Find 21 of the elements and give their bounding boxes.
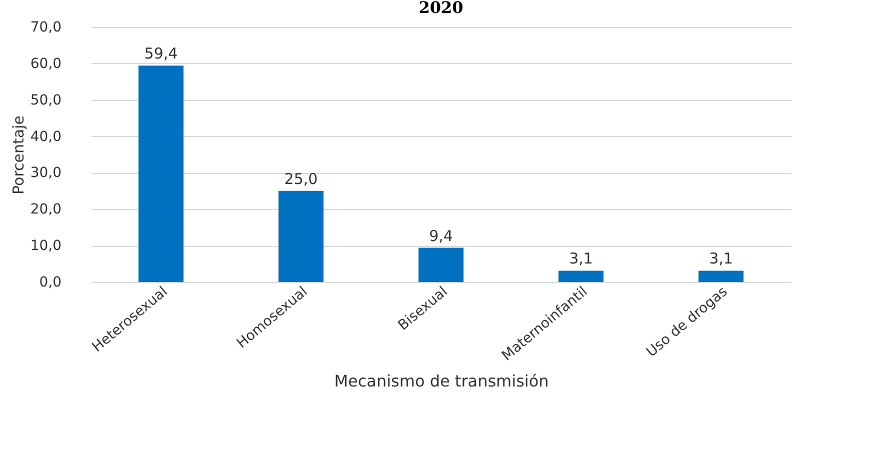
y-tick-label: 10,0 <box>30 238 62 254</box>
y-tick-label: 20,0 <box>30 202 62 218</box>
bar <box>418 248 464 282</box>
data-label: 3,1 <box>709 250 733 268</box>
data-label: 9,4 <box>429 226 453 245</box>
chart-title: 2020 <box>418 0 464 17</box>
data-label: 59,4 <box>144 44 178 63</box>
y-tick-label: 40,0 <box>30 128 62 145</box>
bar <box>278 190 324 282</box>
bar <box>698 270 744 282</box>
y-tick-label: 50,0 <box>30 92 62 108</box>
bar <box>558 270 604 282</box>
y-tick-label: 30,0 <box>30 165 62 182</box>
y-axis-title: Porcentaje <box>9 116 28 194</box>
y-tick-label: 60,0 <box>30 56 62 72</box>
y-tick-label: 70,0 <box>30 20 62 36</box>
x-axis-title: Mecanismo de transmisión <box>334 371 549 390</box>
data-label: 25,0 <box>284 170 318 188</box>
data-label: 3,1 <box>569 250 593 268</box>
bar <box>138 66 184 282</box>
y-tick-label: 0,0 <box>39 274 62 290</box>
